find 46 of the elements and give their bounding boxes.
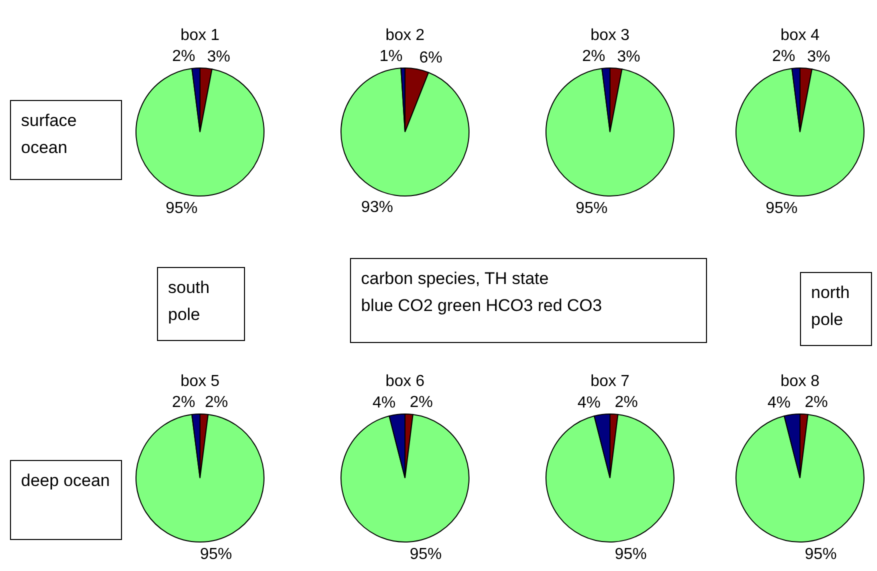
data-label: 2% bbox=[582, 48, 606, 66]
chart-title: box 1 bbox=[180, 27, 220, 44]
data-label: 4% bbox=[767, 394, 791, 412]
data-label: 2% bbox=[204, 394, 228, 412]
data-label: 95% bbox=[410, 546, 442, 563]
data-label: 3% bbox=[617, 48, 640, 66]
chart-title: box 2 bbox=[385, 27, 425, 44]
text: deep ocean bbox=[21, 470, 111, 492]
chart-title: box 5 bbox=[180, 373, 220, 390]
data-label: 3% bbox=[207, 48, 230, 66]
pie-slice bbox=[546, 68, 674, 196]
chart-title: box 8 bbox=[780, 373, 820, 390]
data-label: 6% bbox=[419, 49, 442, 66]
data-label: 2% bbox=[172, 48, 196, 66]
chart-title: box 4 bbox=[780, 27, 820, 44]
text: north pole bbox=[811, 282, 851, 331]
pie-slice bbox=[340, 414, 470, 542]
text: surface ocean bbox=[21, 110, 78, 159]
data-label: 93% bbox=[361, 199, 394, 216]
data-label: 95% bbox=[166, 200, 198, 217]
chart-title: box 7 bbox=[590, 373, 630, 390]
data-label: 95% bbox=[576, 200, 608, 217]
data-label: 2% bbox=[772, 48, 796, 66]
text: carbon species, TH state bbox=[361, 268, 550, 290]
pie-slice bbox=[736, 414, 864, 542]
pie-slice bbox=[736, 68, 864, 196]
data-label: 4% bbox=[372, 394, 396, 412]
data-label: 2% bbox=[804, 394, 828, 412]
text: blue CO2 green HCO3 red CO3 bbox=[361, 295, 603, 317]
data-label: 95% bbox=[766, 200, 798, 217]
pie-slice bbox=[136, 414, 264, 542]
text: south pole bbox=[168, 277, 211, 326]
pie-slice bbox=[340, 68, 470, 196]
pie-slice bbox=[546, 414, 674, 542]
chart-title: box 3 bbox=[590, 27, 630, 44]
data-label: 95% bbox=[614, 546, 647, 563]
data-label: 95% bbox=[804, 546, 837, 563]
chart-title: box 6 bbox=[385, 373, 425, 390]
data-label: 2% bbox=[614, 394, 638, 412]
data-label: 2% bbox=[172, 394, 196, 412]
data-label: 95% bbox=[200, 546, 232, 563]
data-label: 4% bbox=[577, 394, 601, 412]
data-label: 2% bbox=[410, 394, 433, 412]
pie-slice bbox=[136, 68, 264, 196]
data-label: 1% bbox=[379, 48, 403, 66]
data-label: 3% bbox=[807, 48, 830, 66]
